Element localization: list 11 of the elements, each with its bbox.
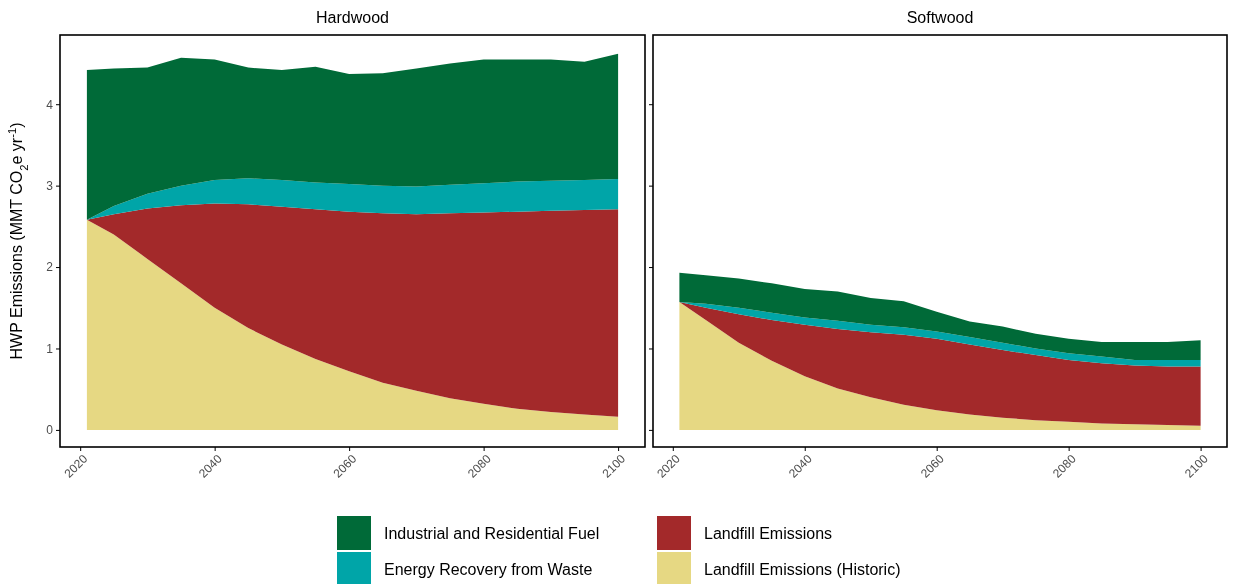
chart-title: Softwood [906,9,974,26]
legend-label: Landfill Emissions (Historic) [704,561,901,578]
y-tick-label: 3 [46,178,54,193]
chart-title: Hardwood [316,9,389,26]
y-tick-label: 0 [46,423,54,438]
y-tick-label: 1 [46,341,54,356]
legend-label: Energy Recovery from Waste [384,561,593,578]
legend-label: Industrial and Residential Fuel [384,525,600,542]
y-tick-label: 2 [46,260,54,275]
legend-label: Landfill Emissions [704,525,833,542]
y-tick-label: 4 [46,97,54,112]
